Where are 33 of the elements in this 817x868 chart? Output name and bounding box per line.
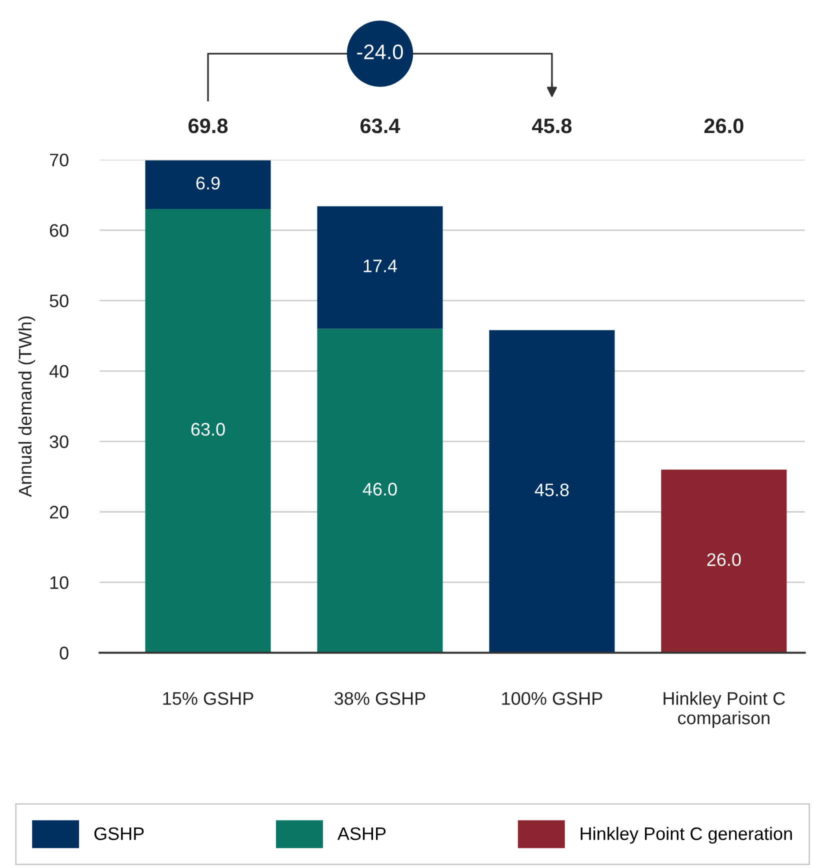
bar xyxy=(145,160,271,210)
data-label: 6.9 xyxy=(196,176,220,190)
text: -24.0 xyxy=(357,44,403,60)
y-tick-label: 70 xyxy=(50,154,68,166)
bar xyxy=(145,209,271,653)
y-tick-label: 30 xyxy=(50,435,68,448)
text: 26.0 xyxy=(704,118,744,134)
y-tick-label: 40 xyxy=(49,364,68,378)
legend-label: GSHP xyxy=(94,827,144,840)
data-label: 26.0 xyxy=(707,553,741,566)
data-label: 46.0 xyxy=(362,482,397,496)
text: 63.4 xyxy=(360,118,400,134)
legend-label: ASHP xyxy=(337,827,386,840)
data-label: 17.4 xyxy=(364,260,398,272)
data-label: 63.0 xyxy=(191,422,225,436)
y-tick-label: 20 xyxy=(50,506,68,519)
text: 69.8 xyxy=(188,118,228,134)
bar xyxy=(317,206,443,329)
y-tick-label: 50 xyxy=(50,294,68,308)
data-label: 45.8 xyxy=(534,484,569,496)
legend-label: Hinkley Point C generation xyxy=(580,826,792,844)
x-tick-label: 100% GSHP xyxy=(502,692,602,705)
y-tick-label: 60 xyxy=(50,224,68,237)
x-tick-label: Hinkley Point C comparison xyxy=(664,692,785,728)
y-tick-label: 0 xyxy=(60,646,68,660)
y-axis-title: Annual demand (TWh) xyxy=(18,316,36,497)
bar xyxy=(317,328,443,653)
y-tick-label: 10 xyxy=(50,576,68,590)
bar xyxy=(489,330,615,653)
x-tick-label: 38% GSHP xyxy=(334,692,426,705)
bar xyxy=(661,470,787,653)
text: 45.8 xyxy=(532,118,572,134)
x-tick-label: 15% GSHP xyxy=(163,692,254,705)
